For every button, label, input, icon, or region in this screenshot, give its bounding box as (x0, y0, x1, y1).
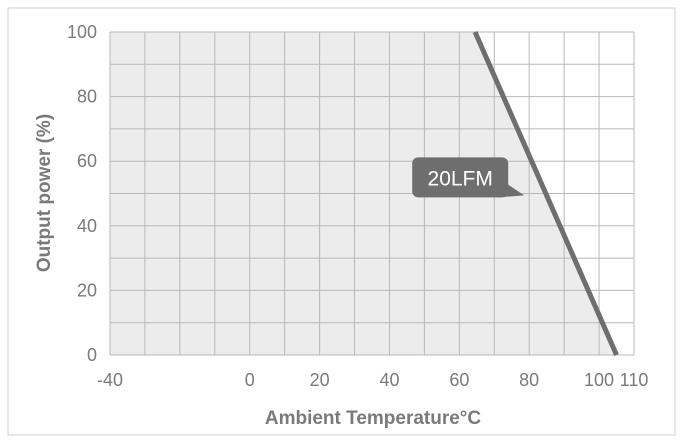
x-tick-label: 40 (379, 370, 399, 390)
x-tick-label: 80 (519, 370, 539, 390)
y-tick-label: 100 (67, 22, 97, 42)
y-tick-label: 20 (77, 280, 97, 300)
x-tick-label: 0 (245, 370, 255, 390)
x-tick-label: 110 (620, 370, 649, 390)
y-tick-label: 0 (87, 345, 97, 365)
y-tick-label: 80 (77, 87, 97, 107)
y-tick-label: 60 (77, 151, 97, 171)
y-axis-label: Output power (%) (34, 114, 55, 272)
x-tick-label: 60 (449, 370, 469, 390)
x-axis-label: Ambient Temperature°C (265, 408, 482, 429)
x-tick-label: 100 (584, 370, 614, 390)
x-tick-label: 20 (310, 370, 330, 390)
y-tick-label: 40 (77, 216, 97, 236)
x-tick-label: -40 (97, 370, 123, 390)
series-label: 20LFM (428, 167, 493, 190)
